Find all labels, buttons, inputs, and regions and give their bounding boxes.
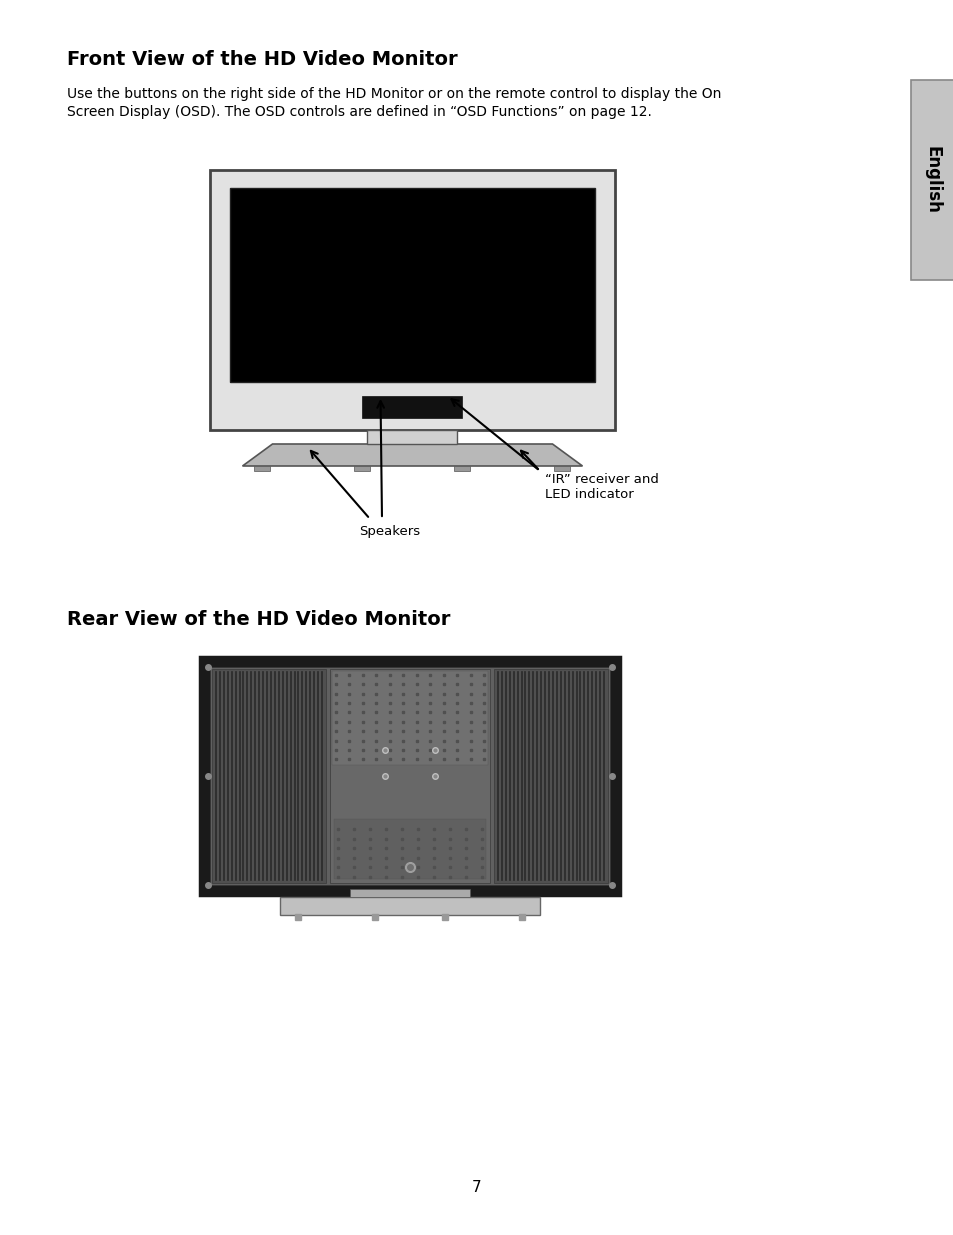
Bar bbox=[367, 430, 457, 445]
Text: “IR” receiver and: “IR” receiver and bbox=[544, 473, 659, 487]
Text: Front View of the HD Video Monitor: Front View of the HD Video Monitor bbox=[67, 49, 457, 69]
Bar bbox=[554, 466, 570, 471]
Bar bbox=[350, 889, 470, 897]
Text: Rear View of the HD Video Monitor: Rear View of the HD Video Monitor bbox=[67, 610, 450, 629]
Bar bbox=[910, 80, 953, 280]
Bar bbox=[355, 466, 370, 471]
Text: Use the buttons on the right side of the HD Monitor or on the remote control to : Use the buttons on the right side of the… bbox=[67, 86, 720, 101]
Polygon shape bbox=[242, 445, 582, 466]
Text: English: English bbox=[923, 146, 941, 214]
Bar bbox=[494, 669, 607, 883]
Bar bbox=[230, 188, 595, 382]
Bar bbox=[212, 669, 326, 883]
Bar bbox=[280, 897, 539, 915]
Bar bbox=[200, 657, 619, 895]
Text: 7: 7 bbox=[472, 1179, 481, 1194]
Text: Screen Display (OSD). The OSD controls are defined in “OSD Functions” on page 12: Screen Display (OSD). The OSD controls a… bbox=[67, 105, 651, 119]
Bar bbox=[210, 667, 609, 885]
Bar bbox=[334, 819, 485, 879]
Bar bbox=[332, 671, 488, 766]
Text: LED indicator: LED indicator bbox=[544, 488, 633, 501]
Text: Speakers: Speakers bbox=[359, 525, 420, 538]
Bar bbox=[362, 396, 462, 417]
Bar bbox=[454, 466, 470, 471]
Bar bbox=[254, 466, 271, 471]
Bar bbox=[330, 669, 490, 883]
Bar bbox=[210, 170, 615, 430]
